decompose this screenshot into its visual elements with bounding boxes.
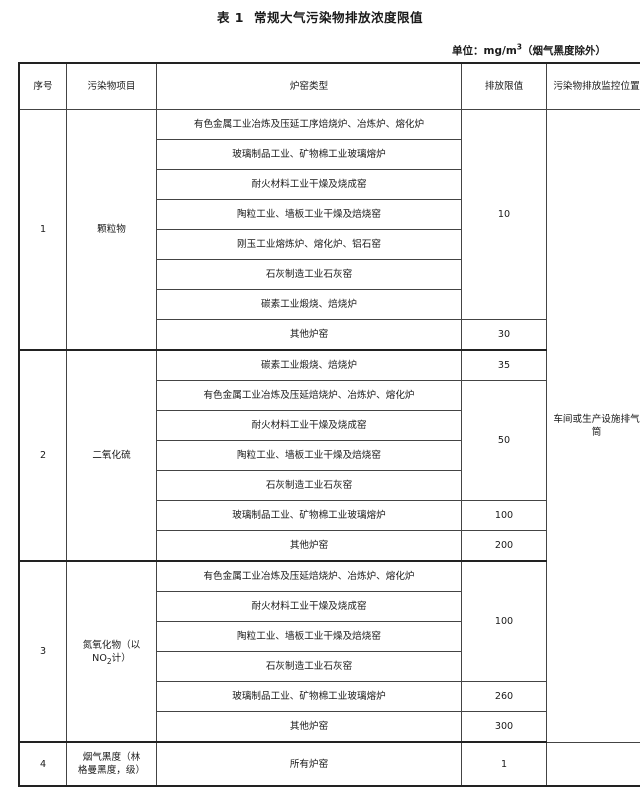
cell-furnace-type: 所有炉窑 (157, 742, 462, 786)
cell-furnace-type: 有色金属工业冶炼及压延工序焙烧炉、冶炼炉、熔化炉 (157, 110, 462, 140)
cell-furnace-type: 其他炉窑 (157, 712, 462, 743)
cell-emission-limit: 50 (462, 381, 547, 501)
cell-furnace-type: 其他炉窑 (157, 531, 462, 562)
cell-emission-limit: 30 (462, 320, 547, 351)
cell-furnace-type: 陶粒工业、墙板工业干燥及焙烧窑 (157, 200, 462, 230)
cell-emission-limit: 100 (462, 501, 547, 531)
pollutant-item-line1: 氮氧化物（以 (83, 640, 141, 651)
cell-furnace-type: 耐火材料工业干燥及烧成窑 (157, 592, 462, 622)
header-monitoring-position: 污染物排放监控位置 (547, 63, 640, 110)
unit-note: 单位：mg/m3（烟气黑度除外） (18, 45, 622, 58)
pollutant-item-line2-prefix: NO (92, 653, 107, 664)
cell-pollutant-item: 颗粒物 (67, 110, 157, 351)
header-emission-limit: 排放限值 (462, 63, 547, 110)
cell-furnace-type: 陶粒工业、墙板工业干燥及焙烧窑 (157, 622, 462, 652)
table-header: 序号 污染物项目 炉窑类型 排放限值 污染物排放监控位置 (19, 63, 640, 110)
cell-no: 4 (19, 742, 67, 786)
cell-furnace-type: 陶粒工业、墙板工业干燥及焙烧窑 (157, 441, 462, 471)
cell-furnace-type: 玻璃制品工业、矿物棉工业玻璃熔炉 (157, 501, 462, 531)
cell-furnace-type: 耐火材料工业干燥及烧成窑 (157, 411, 462, 441)
header-pollutant-item: 污染物项目 (67, 63, 157, 110)
pollutant-item-line1: 烟气黑度（林 (83, 752, 141, 763)
emission-limits-table: 序号 污染物项目 炉窑类型 排放限值 污染物排放监控位置 1 颗粒物 有色金属工… (18, 62, 640, 787)
cell-emission-limit: 100 (462, 561, 547, 682)
cell-furnace-type: 玻璃制品工业、矿物棉工业玻璃熔炉 (157, 682, 462, 712)
pollutant-item-line2: 格曼黑度，级） (78, 765, 145, 776)
cell-emission-limit: 35 (462, 350, 547, 381)
header-row: 序号 污染物项目 炉窑类型 排放限值 污染物排放监控位置 (19, 63, 640, 110)
pollutant-item-line2-suffix: 计） (112, 653, 131, 664)
unit-suffix: （烟气黑度除外） (522, 45, 606, 57)
cell-pollutant-item: 烟气黑度（林 格曼黑度，级） (67, 742, 157, 786)
cell-pollutant-item: 氮氧化物（以 NO2计） (67, 561, 157, 742)
table-row: 4 烟气黑度（林 格曼黑度，级） 所有炉窑 1 (19, 742, 640, 786)
cell-no: 1 (19, 110, 67, 351)
cell-furnace-type: 碳素工业煅烧、焙烧炉 (157, 290, 462, 320)
cell-furnace-type: 碳素工业煅烧、焙烧炉 (157, 350, 462, 381)
cell-furnace-type: 石灰制造工业石灰窑 (157, 260, 462, 290)
cell-no: 3 (19, 561, 67, 742)
document-page: 表 1 常规大气污染物排放浓度限值 单位：mg/m3（烟气黑度除外） 序号 污染物… (0, 10, 640, 722)
cell-monitoring-position: 车间或生产设施排气筒 (547, 110, 640, 743)
cell-furnace-type: 其他炉窑 (157, 320, 462, 351)
header-no: 序号 (19, 63, 67, 110)
cell-furnace-type: 石灰制造工业石灰窑 (157, 471, 462, 501)
table-title-text: 常规大气污染物排放浓度限值 (254, 10, 423, 25)
cell-furnace-type: 石灰制造工业石灰窑 (157, 652, 462, 682)
cell-emission-limit: 260 (462, 682, 547, 712)
unit-prefix: 单位： (452, 45, 484, 57)
cell-emission-limit: 200 (462, 531, 547, 562)
header-furnace-type: 炉窑类型 (157, 63, 462, 110)
cell-emission-limit: 300 (462, 712, 547, 743)
table-row: 1 颗粒物 有色金属工业冶炼及压延工序焙烧炉、冶炼炉、熔化炉 10 车间或生产设… (19, 110, 640, 140)
cell-furnace-type: 玻璃制品工业、矿物棉工业玻璃熔炉 (157, 140, 462, 170)
table-number: 表 1 (217, 10, 244, 25)
cell-pollutant-item: 二氧化硫 (67, 350, 157, 561)
cell-furnace-type: 有色金属工业冶炼及压延焙烧炉、冶炼炉、熔化炉 (157, 381, 462, 411)
cell-emission-limit: 1 (462, 742, 547, 786)
cell-emission-limit: 10 (462, 110, 547, 320)
table-body: 1 颗粒物 有色金属工业冶炼及压延工序焙烧炉、冶炼炉、熔化炉 10 车间或生产设… (19, 110, 640, 787)
cell-furnace-type: 耐火材料工业干燥及烧成窑 (157, 170, 462, 200)
page-title: 表 1 常规大气污染物排放浓度限值 (18, 10, 622, 26)
cell-furnace-type: 有色金属工业冶炼及压延焙烧炉、冶炼炉、熔化炉 (157, 561, 462, 592)
cell-furnace-type: 刚玉工业熔炼炉、熔化炉、铝石窑 (157, 230, 462, 260)
unit-value: mg/m (484, 45, 517, 57)
cell-no: 2 (19, 350, 67, 561)
